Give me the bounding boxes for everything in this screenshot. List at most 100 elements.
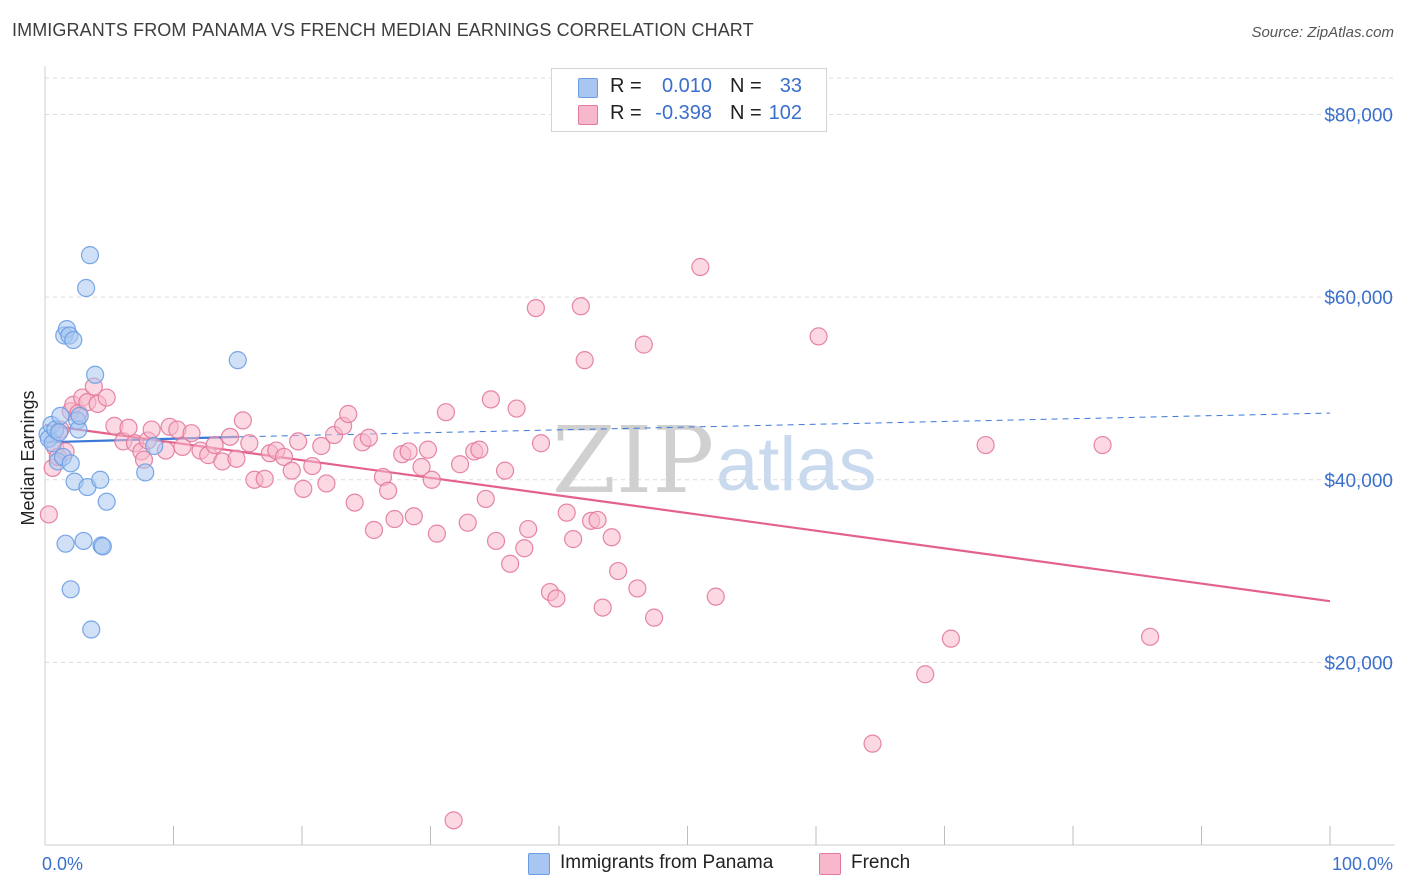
legend-swatch-panama bbox=[578, 78, 598, 98]
point-french bbox=[691, 257, 710, 277]
point-french bbox=[345, 493, 364, 512]
point-french bbox=[399, 442, 418, 461]
point-french bbox=[470, 440, 489, 459]
point-french bbox=[303, 456, 322, 476]
point-panama bbox=[145, 436, 164, 456]
point-panama bbox=[74, 531, 93, 551]
legend-n-value: 33 bbox=[779, 75, 802, 97]
point-french bbox=[486, 531, 506, 551]
correlation-legend: R = 0.010 N = 33 R = -0.398 N = 102 bbox=[551, 68, 827, 132]
point-french bbox=[142, 420, 161, 439]
point-french bbox=[418, 440, 438, 459]
point-french bbox=[706, 587, 725, 606]
point-french bbox=[436, 403, 456, 422]
y-tick-label: $40,000 bbox=[1324, 471, 1393, 492]
legend-n-label: N = bbox=[730, 75, 762, 97]
point-french bbox=[317, 474, 336, 493]
point-french bbox=[557, 503, 576, 522]
axes bbox=[44, 66, 1395, 846]
point-french bbox=[526, 299, 545, 318]
point-french bbox=[240, 434, 259, 453]
series-legend-label-panama: Immigrants from Panama bbox=[560, 852, 774, 873]
point-french bbox=[385, 509, 404, 529]
point-french bbox=[233, 411, 252, 430]
y-tick-label: $20,000 bbox=[1324, 653, 1393, 674]
legend-r-label: R = bbox=[610, 75, 642, 97]
point-french bbox=[364, 520, 384, 540]
point-panama bbox=[70, 406, 89, 425]
watermark: ZIP atlas bbox=[552, 407, 877, 514]
point-french bbox=[119, 418, 138, 437]
watermark-zip: ZIP bbox=[552, 407, 714, 514]
point-french bbox=[339, 404, 358, 424]
point-french bbox=[289, 432, 308, 451]
point-french bbox=[515, 539, 534, 558]
point-french bbox=[227, 449, 246, 468]
point-french bbox=[531, 434, 551, 453]
point-french bbox=[359, 428, 378, 447]
point-french bbox=[976, 435, 995, 455]
series-legend: Immigrants from Panama French bbox=[0, 851, 1406, 879]
point-panama bbox=[82, 620, 101, 639]
point-panama bbox=[50, 423, 69, 442]
point-french bbox=[97, 388, 116, 407]
y-tick-label: $80,000 bbox=[1324, 106, 1393, 127]
legend-r-value: 0.010 bbox=[661, 75, 712, 97]
point-french bbox=[458, 513, 477, 532]
point-panama bbox=[86, 365, 105, 384]
point-panama bbox=[228, 351, 247, 370]
point-french bbox=[274, 447, 294, 467]
point-french bbox=[863, 734, 882, 753]
y-tick-label: $60,000 bbox=[1324, 288, 1393, 309]
x-tick-label-start: 0.0% bbox=[42, 854, 83, 874]
point-french bbox=[255, 469, 274, 488]
point-french bbox=[444, 811, 463, 830]
point-french bbox=[547, 589, 566, 608]
point-french bbox=[282, 461, 301, 480]
legend-swatch-french bbox=[578, 105, 598, 125]
point-french bbox=[519, 519, 538, 539]
point-panama bbox=[77, 278, 96, 298]
trend-line-french bbox=[44, 423, 1331, 603]
legend-row-french: R = -0.398 N = 102 bbox=[552, 100, 826, 128]
point-french bbox=[644, 608, 664, 627]
point-french bbox=[422, 470, 441, 489]
point-french bbox=[501, 554, 520, 573]
point-panama bbox=[64, 330, 83, 350]
point-panama bbox=[51, 406, 70, 425]
point-french bbox=[312, 436, 331, 456]
point-panama bbox=[56, 534, 75, 553]
point-french bbox=[495, 461, 515, 480]
series-legend-swatch-panama bbox=[528, 853, 550, 875]
y-axis-label: Median Earnings bbox=[18, 390, 38, 525]
point-french bbox=[941, 629, 961, 648]
point-panama bbox=[91, 470, 110, 489]
legend-r-label: R = bbox=[610, 102, 642, 124]
point-french bbox=[476, 489, 495, 509]
point-french bbox=[1093, 435, 1112, 455]
point-panama bbox=[136, 463, 155, 482]
series-legend-swatch-french bbox=[819, 853, 841, 875]
x-tick-label-end: 100.0% bbox=[1332, 854, 1393, 874]
point-french bbox=[481, 390, 500, 409]
point-french bbox=[634, 335, 653, 354]
point-french bbox=[294, 479, 313, 498]
point-french bbox=[507, 399, 526, 418]
point-french bbox=[1140, 627, 1160, 646]
point-panama bbox=[93, 537, 112, 556]
point-panama bbox=[97, 492, 116, 511]
point-french bbox=[916, 665, 935, 684]
gridlines bbox=[45, 77, 1395, 663]
point-french bbox=[220, 427, 240, 446]
point-panama bbox=[61, 580, 80, 599]
point-french bbox=[378, 481, 398, 500]
point-french bbox=[593, 598, 612, 617]
point-french bbox=[588, 510, 607, 530]
point-panama bbox=[61, 454, 80, 473]
legend-row-panama: R = 0.010 N = 33 bbox=[552, 73, 826, 101]
point-french bbox=[571, 297, 590, 316]
point-french bbox=[628, 579, 647, 598]
point-french bbox=[427, 524, 447, 543]
point-french bbox=[39, 505, 58, 524]
